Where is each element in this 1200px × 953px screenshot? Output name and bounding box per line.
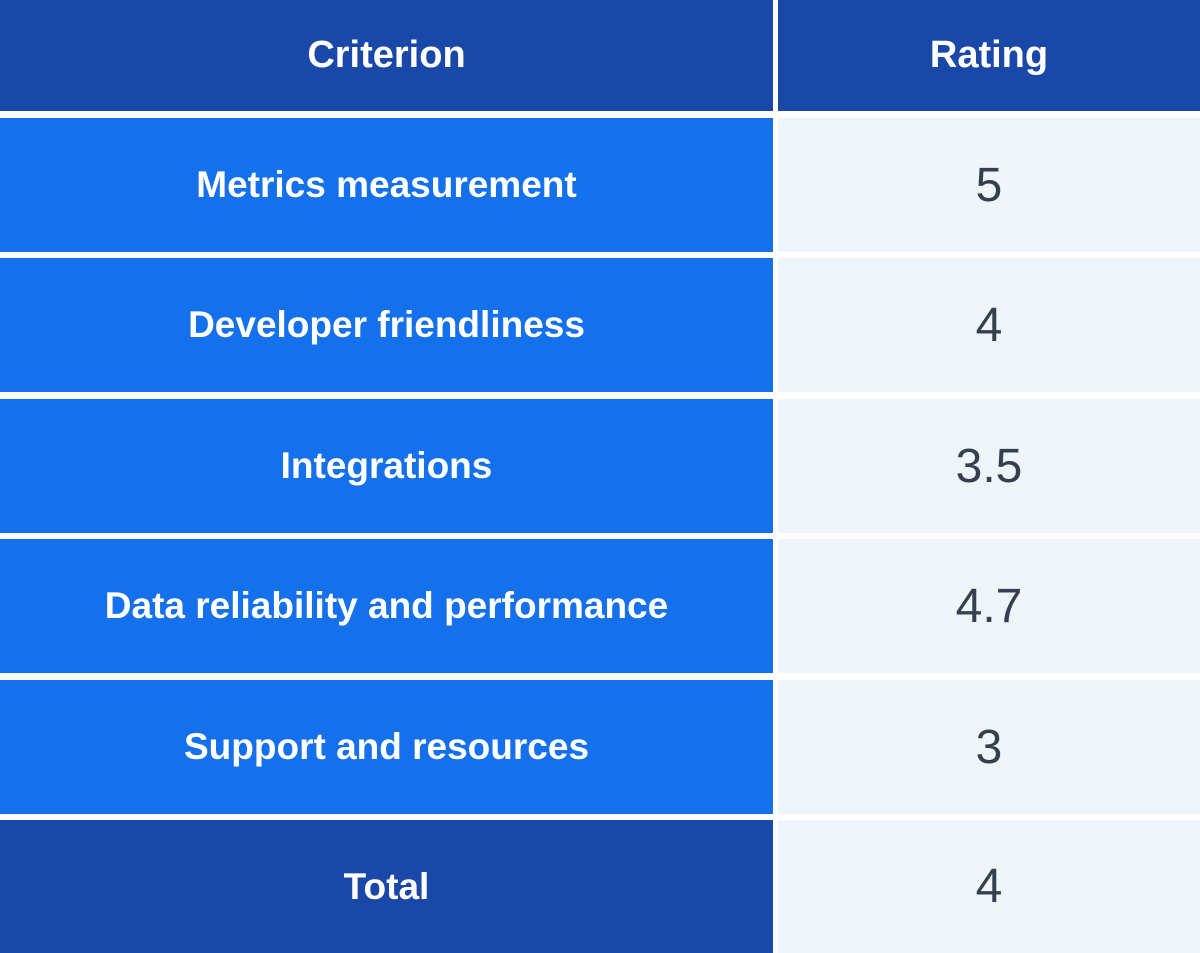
rating-cell: 4.7 [778,539,1200,673]
table-header-row: Criterion Rating [0,0,1200,111]
table-row: Developer friendliness 4 [0,258,1200,392]
criterion-cell: Metrics measurement [0,118,773,252]
criterion-cell: Developer friendliness [0,258,773,392]
header-rating: Rating [778,0,1200,111]
total-rating: 4 [778,820,1200,953]
rating-cell: 3.5 [778,399,1200,533]
table-row: Integrations 3.5 [0,399,1200,533]
table-row: Data reliability and performance 4.7 [0,539,1200,673]
rating-cell: 3 [778,680,1200,814]
total-label: Total [0,820,773,953]
table-total-row: Total 4 [0,820,1200,953]
rating-cell: 4 [778,258,1200,392]
criterion-cell: Integrations [0,399,773,533]
criterion-cell: Data reliability and performance [0,539,773,673]
table-row: Support and resources 3 [0,680,1200,814]
rating-cell: 5 [778,118,1200,252]
table-row: Metrics measurement 5 [0,118,1200,252]
criterion-cell: Support and resources [0,680,773,814]
header-criterion: Criterion [0,0,773,111]
